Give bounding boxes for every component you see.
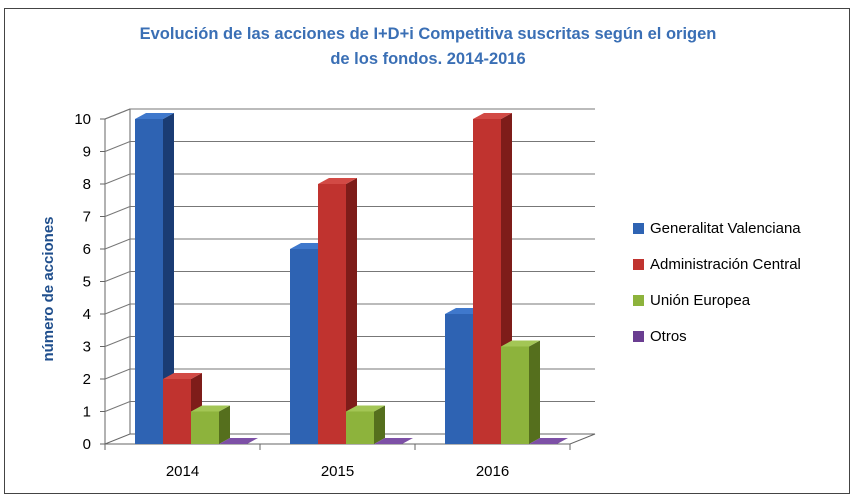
y-tick-label-2: 2: [83, 371, 91, 388]
bar-side: [219, 405, 230, 444]
bars: [135, 113, 568, 444]
bar-side: [163, 113, 174, 444]
bar-top: [374, 438, 413, 444]
y-tick-labels: 0 1 2 3 4 5 6 7 8 9 10: [74, 111, 91, 453]
bar-front: [318, 184, 346, 444]
bar-2015-uni-n-europea: [346, 405, 385, 444]
gridline-depth-2: [104, 368, 131, 380]
y-tick-label-6: 6: [83, 241, 91, 258]
gridline-depth-7: [104, 206, 131, 217]
gridline-depth-8: [104, 173, 131, 185]
bar-2016-uni-n-europea: [501, 340, 540, 444]
bar-side: [346, 178, 357, 444]
bar-side: [374, 405, 385, 444]
bar-top: [473, 113, 512, 119]
bar-front: [135, 119, 163, 444]
x-tick-label-2016: 2016: [476, 463, 509, 480]
gridlines: [100, 108, 595, 445]
legend-entry-1: Administración Central: [650, 256, 801, 273]
chart-frame: Evolución de las acciones de I+D+i Compe…: [4, 8, 850, 494]
bar-top: [135, 113, 174, 119]
bar-top: [219, 438, 258, 444]
bar-2015-otros: [374, 438, 413, 444]
y-tick-label-10: 10: [74, 111, 91, 128]
bar-front: [346, 411, 374, 444]
x-tick-label-2015: 2015: [321, 463, 354, 480]
x-tick-labels: 2014 2015 2016: [104, 444, 571, 480]
legend: Generalitat Valenciana Administración Cen…: [633, 220, 801, 345]
legend-swatch-0: [633, 223, 644, 234]
legend-swatch-3: [633, 331, 644, 342]
bar-top: [501, 340, 540, 347]
y-axis-label: número de acciones: [40, 216, 57, 361]
bar-2014-otros: [219, 438, 258, 444]
y-tick-label-1: 1: [83, 404, 91, 421]
legend-swatch-1: [633, 259, 644, 270]
gridline-depth-6: [104, 238, 131, 250]
gridline-depth-1: [104, 401, 131, 412]
legend-entry-0: Generalitat Valenciana: [650, 220, 801, 237]
bar-top: [191, 405, 230, 412]
bar-front: [445, 314, 473, 444]
gridline-depth-3: [104, 336, 131, 347]
gridline-depth-4: [104, 303, 131, 315]
gridline-depth-10: [104, 108, 131, 120]
y-tick-label-0: 0: [83, 436, 91, 453]
chart-title-line-2: de los fondos. 2014-2016: [330, 50, 525, 68]
bar-front: [163, 379, 191, 444]
bar-front: [501, 346, 529, 444]
bar-top: [529, 438, 568, 444]
bar-chart: Evolución de las acciones de I+D+i Compe…: [40, 25, 801, 480]
x-tick-label-2014: 2014: [166, 463, 199, 480]
y-tick-label-9: 9: [83, 144, 91, 161]
bar-side: [529, 340, 540, 444]
bar-2014-generalitat-valenciana: [135, 113, 174, 444]
gridline-depth-9: [104, 141, 131, 152]
bar-front: [191, 411, 219, 444]
legend-entry-2: Unión Europea: [650, 292, 751, 309]
bar-2015-administraci-n-central: [318, 178, 357, 444]
bar-2014-uni-n-europea: [191, 405, 230, 444]
bar-2016-otros: [529, 438, 568, 444]
bar-top: [318, 178, 357, 184]
bar-front: [473, 119, 501, 444]
y-tick-label-5: 5: [83, 274, 91, 291]
y-tick-label-3: 3: [83, 339, 91, 356]
legend-entry-3: Otros: [650, 328, 687, 345]
bar-top: [346, 405, 385, 412]
gridline-depth-5: [104, 271, 131, 282]
chart-title-line-1: Evolución de las acciones de I+D+i Compe…: [140, 25, 717, 43]
legend-swatch-2: [633, 295, 644, 306]
bar-front: [290, 249, 318, 444]
y-tick-label-7: 7: [83, 209, 91, 226]
y-tick-label-4: 4: [83, 306, 91, 323]
y-tick-label-8: 8: [83, 176, 91, 193]
bar-top: [163, 373, 202, 379]
